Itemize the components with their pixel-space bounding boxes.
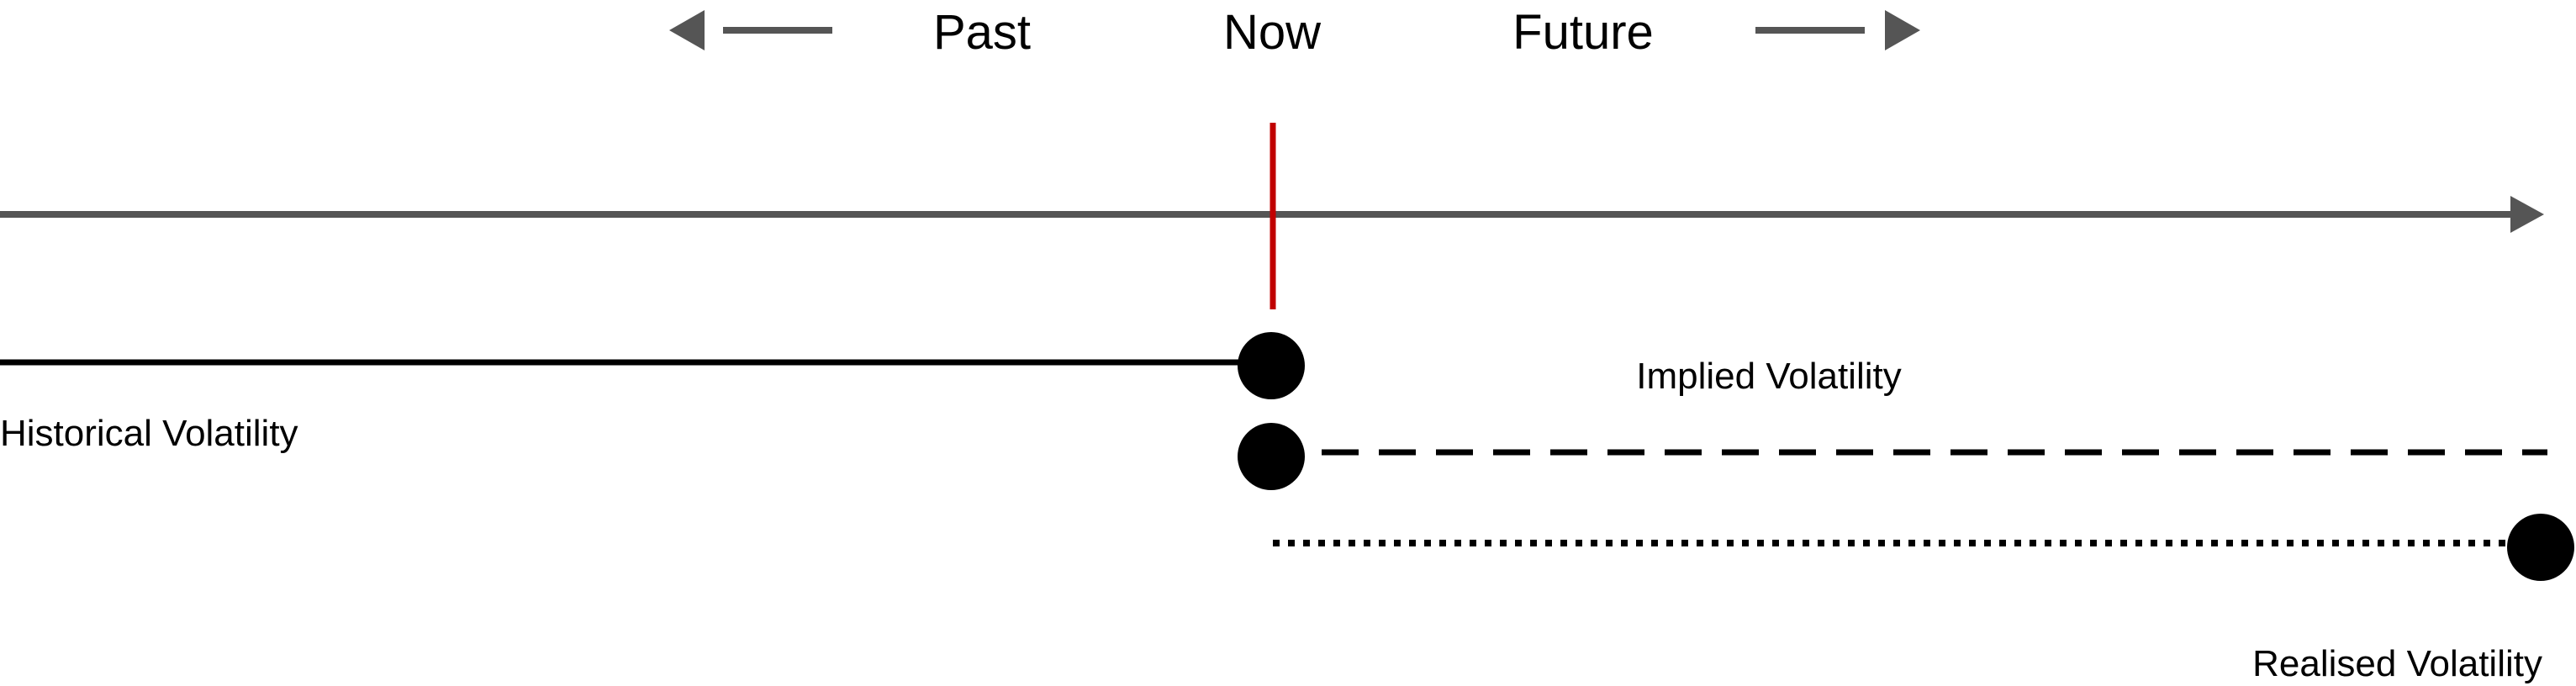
implied-volatility-label: Implied Volatility bbox=[1636, 356, 1901, 397]
time-axis-arrow bbox=[0, 196, 2544, 233]
past-direction-arrow bbox=[669, 10, 832, 50]
historical-volatility-endpoint bbox=[1238, 332, 1305, 399]
historical-volatility-label: Historical Volatility bbox=[0, 413, 298, 454]
implied-volatility-startpoint bbox=[1238, 423, 1305, 490]
realised-volatility-endpoint bbox=[2507, 514, 2574, 581]
future-direction-arrow bbox=[1755, 10, 1920, 50]
future-label: Future bbox=[1512, 5, 1654, 60]
now-label: Now bbox=[1223, 5, 1322, 60]
past-label: Past bbox=[933, 5, 1031, 60]
realised-volatility-label: Realised Volatility bbox=[2252, 643, 2542, 684]
